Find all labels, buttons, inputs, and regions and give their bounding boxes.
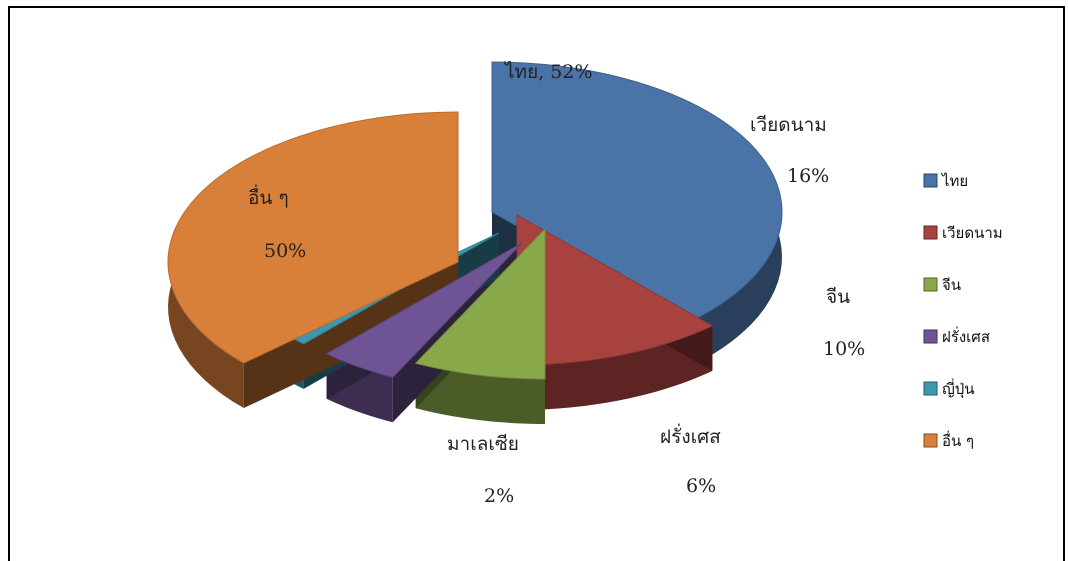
annotation-others: อื่น ๆ [248, 184, 289, 209]
legend-swatch-5 [923, 433, 938, 448]
annotation-france: ฝรั่งเศส [660, 423, 721, 448]
legend-swatch-3 [923, 329, 938, 344]
legend-label-5: อื่น ๆ [942, 430, 974, 450]
data-label-china: 10% [823, 338, 865, 360]
slice-edge-5-0 [243, 262, 458, 409]
annotation-malaysia: มาเลเซีย [447, 433, 519, 455]
legend-label-2: จีน [942, 276, 961, 294]
slice-wall-1 [517, 325, 713, 410]
legend-swatch-0 [923, 173, 938, 188]
legend-label-3: ฝรั่งเศส [942, 326, 990, 346]
slice-2 [414, 227, 546, 380]
data-label-others: 50% [264, 240, 306, 262]
legend-label-1: เวียดนาม [942, 224, 1003, 242]
slice-0 [491, 61, 783, 324]
legend-label-0: ไทย [941, 172, 968, 190]
legend-label-4: ญี่ปุ่น [942, 378, 975, 399]
annotation-china: จีน [826, 286, 850, 308]
chart-frame [8, 6, 1065, 561]
data-label-france: 6% [686, 475, 716, 497]
legend-swatch-2 [923, 277, 938, 292]
legend-swatch-1 [923, 225, 938, 240]
legend-swatch-4 [923, 381, 938, 396]
pie-slices [167, 61, 783, 424]
slice-5 [167, 111, 459, 364]
data-labels: ไทย, 52% เวียดนาม 16% จีน 10% ฝรั่งเศส 6… [248, 61, 865, 507]
data-label-vietnam: 16% [787, 165, 829, 187]
annotation-vietnam: เวียดนาม [750, 114, 827, 136]
slice-3 [325, 242, 523, 378]
data-label-japan: 2% [484, 485, 514, 507]
data-label-thai: ไทย, 52% [503, 61, 593, 83]
